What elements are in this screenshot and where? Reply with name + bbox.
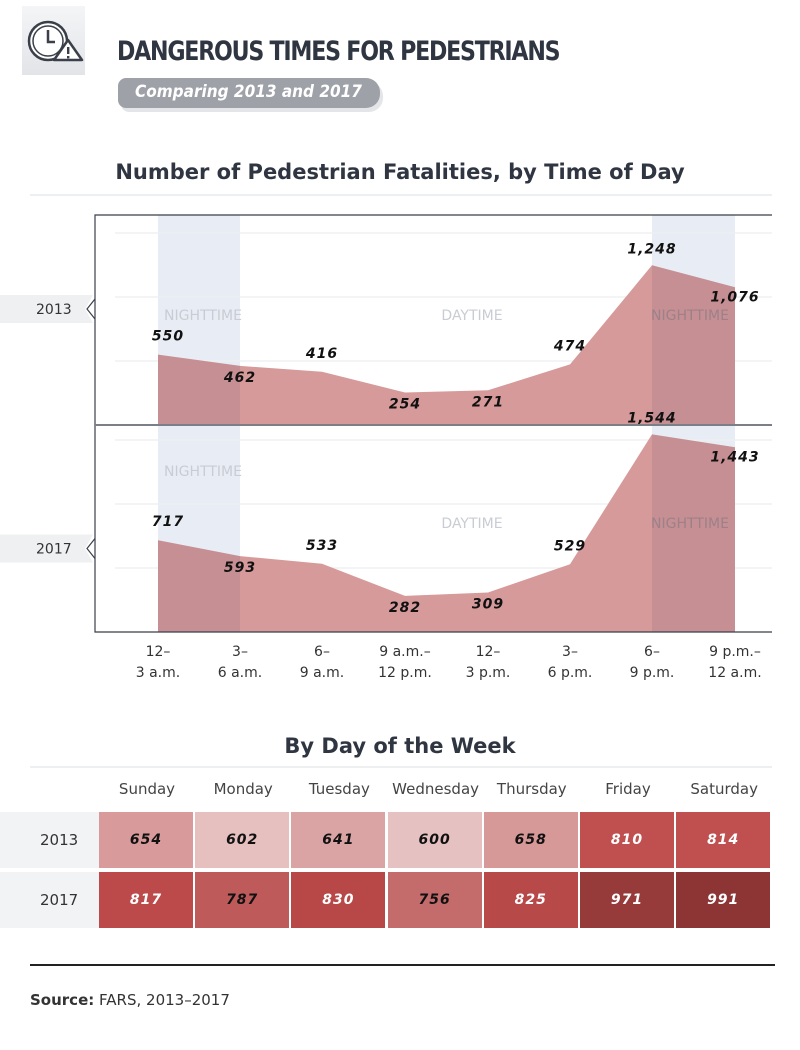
- column-header: Tuesday: [308, 780, 370, 798]
- heatmap-cell: 756: [387, 872, 482, 928]
- x-tick-label: 9 p.m.: [630, 665, 675, 681]
- nighttime-label: NIGHTTIME: [651, 516, 729, 532]
- heatmap-cell: 810: [580, 812, 674, 868]
- night-overlay: [652, 434, 735, 632]
- x-tick-label: 9 a.m.: [300, 665, 344, 681]
- x-tick-label: 12–: [146, 644, 171, 660]
- page-subtitle: Comparing 2013 and 2017: [135, 82, 362, 102]
- x-tick-label: 9 p.m.–: [709, 644, 761, 660]
- data-label: 593: [224, 560, 256, 576]
- x-tick-label: 6 a.m.: [218, 665, 262, 681]
- heatmap-cell: 787: [195, 872, 290, 928]
- data-label: 533: [306, 538, 338, 554]
- nighttime-label: NIGHTTIME: [164, 308, 242, 324]
- page-title: DANGEROUS TIMES FOR PEDESTRIANS: [117, 36, 561, 67]
- data-label: 717: [152, 514, 184, 530]
- area-chart-title: Number of Pedestrian Fatalities, by Time…: [115, 160, 685, 184]
- data-label: 271: [472, 394, 504, 410]
- heatmap-cell: 825: [483, 872, 578, 928]
- source-text: FARS, 2013–2017: [99, 991, 230, 1009]
- heatmap-cell: 830: [291, 872, 386, 928]
- column-header: Friday: [605, 780, 651, 798]
- data-label: 474: [553, 338, 586, 354]
- row-band: [0, 872, 99, 928]
- column-header: Saturday: [690, 780, 758, 798]
- divider: [30, 964, 775, 966]
- heatmap-title: By Day of the Week: [284, 734, 516, 758]
- year-notch: [86, 298, 96, 320]
- panel-2017: NIGHTTIME DAYTIME NIGHTTIME 2017: [0, 425, 772, 632]
- data-label: 282: [389, 600, 421, 616]
- subtitle-pill: [118, 78, 380, 108]
- data-label: 1,076: [710, 289, 759, 305]
- x-tick-label: 12 p.m.: [378, 665, 432, 681]
- heatmap-cell: 658: [483, 812, 578, 868]
- nighttime-label: NIGHTTIME: [651, 308, 729, 324]
- data-label: 550: [152, 329, 184, 345]
- row-label: 2013: [40, 831, 79, 849]
- area-2013: [158, 265, 735, 425]
- data-label: 462: [223, 370, 256, 386]
- panel-2013: NIGHTTIME DAYTIME NIGHTTIME 2013: [0, 215, 772, 425]
- night-overlay: [652, 265, 735, 425]
- x-tick-label: 6–: [314, 644, 330, 660]
- column-header: Monday: [213, 780, 273, 798]
- daytime-label: DAYTIME: [441, 516, 502, 532]
- data-label: 1,443: [710, 449, 759, 465]
- heatmap-cell: 602: [195, 812, 290, 868]
- column-header: Sunday: [118, 780, 176, 798]
- data-label: 1,248: [627, 241, 676, 257]
- x-tick-label: 12–: [476, 644, 501, 660]
- area-2017: [158, 434, 735, 632]
- x-tick-label: 3–: [232, 644, 248, 660]
- heatmap-cell: 971: [580, 872, 674, 928]
- year-tab: [0, 295, 93, 323]
- heatmap-cell: 654: [99, 812, 193, 868]
- data-label: 529: [554, 538, 586, 554]
- x-tick-label: 9 a.m.–: [379, 644, 430, 660]
- source-label: Source:: [30, 991, 95, 1009]
- x-tick-label: 12 a.m.: [708, 665, 761, 681]
- x-tick-label: 3 p.m.: [466, 665, 511, 681]
- heatmap-cell: 817: [99, 872, 193, 928]
- column-header: Thursday: [496, 780, 567, 798]
- heatmap-cell: 600: [387, 812, 482, 868]
- year-label: 2017: [36, 542, 72, 558]
- nighttime-label: NIGHTTIME: [164, 464, 242, 480]
- daytime-label: DAYTIME: [441, 308, 502, 324]
- divider: [30, 766, 772, 768]
- heatmap-cell: 814: [676, 812, 771, 868]
- x-tick-label: 6–: [644, 644, 660, 660]
- panel-border: [94, 214, 772, 633]
- heatmap-cell: 991: [676, 872, 771, 928]
- source-note: Source: FARS, 2013–2017: [30, 991, 230, 1009]
- time-of-day-chart: NIGHTTIME DAYTIME NIGHTTIME 2013 550 462 416 25…: [0, 214, 772, 681]
- year-notch: [86, 538, 96, 559]
- heatmap-cell: 641: [291, 812, 386, 868]
- x-tick-label: 6 p.m.: [548, 665, 593, 681]
- row-band: [0, 812, 99, 868]
- row-label: 2017: [40, 891, 79, 909]
- clock-warning-icon: [22, 6, 85, 75]
- column-header: Wednesday: [392, 780, 480, 798]
- data-label: 1,544: [627, 410, 676, 426]
- divider: [30, 194, 772, 196]
- year-tab: [0, 534, 93, 563]
- data-label: 416: [305, 346, 338, 362]
- data-label: 309: [472, 596, 504, 612]
- year-label: 2013: [36, 302, 72, 318]
- x-tick-label: 3–: [562, 644, 578, 660]
- x-tick-label: 3 a.m.: [136, 665, 180, 681]
- data-label: 254: [389, 396, 421, 412]
